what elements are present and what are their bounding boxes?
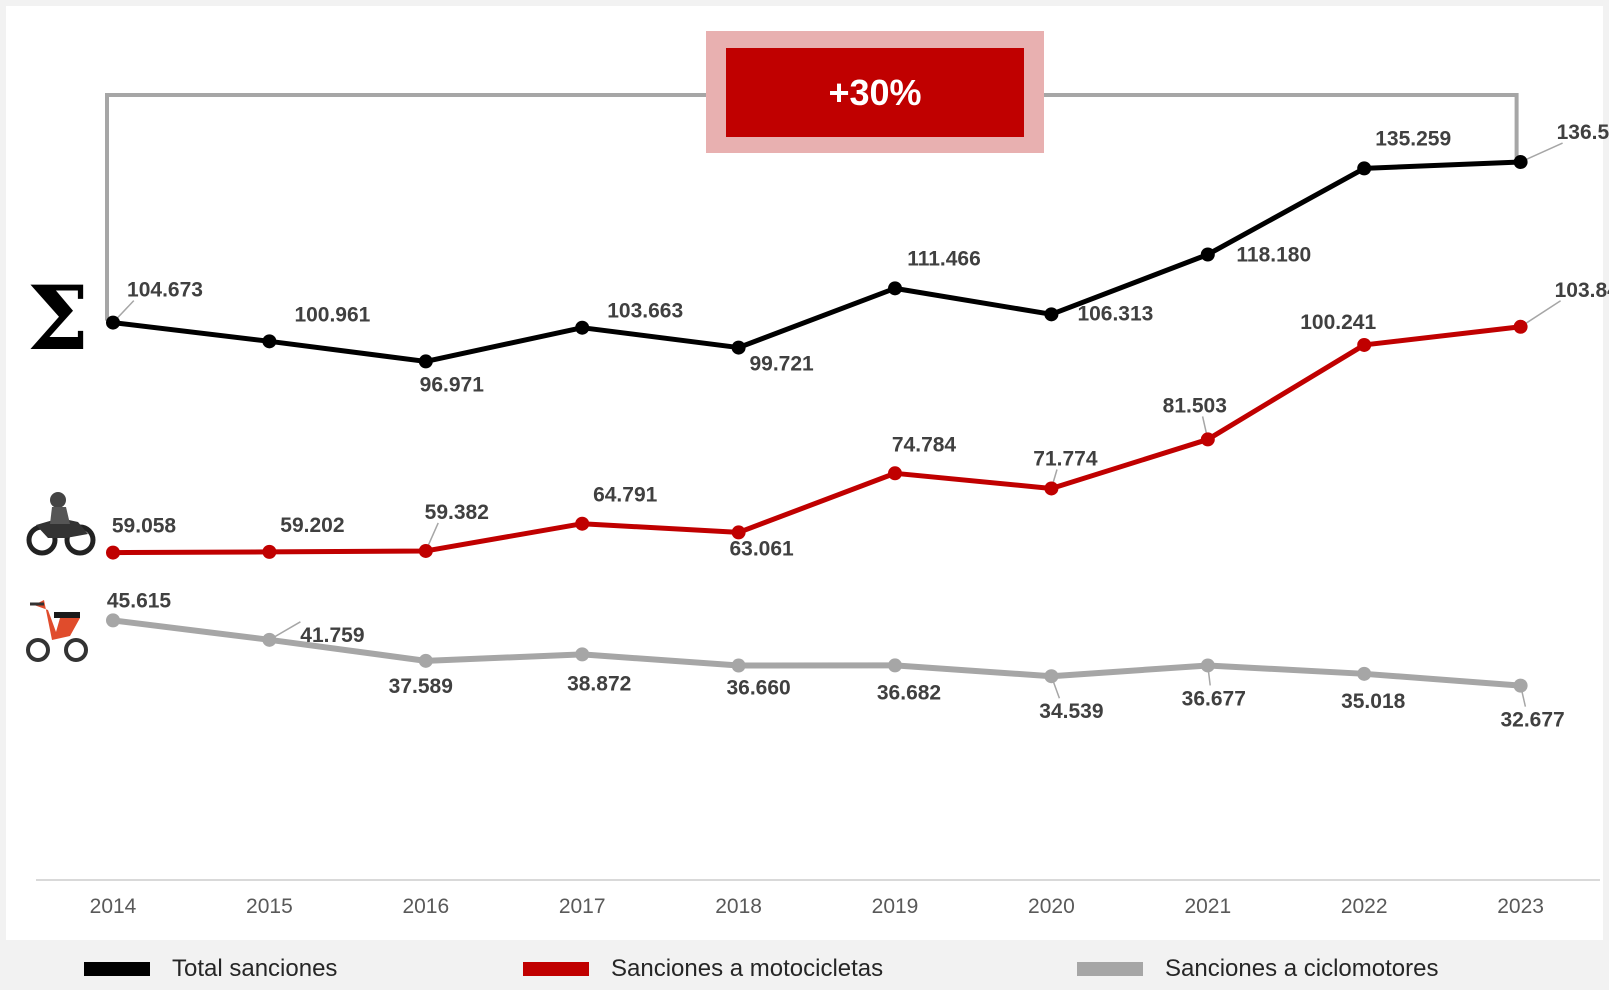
sigma-icon: Σ: [27, 266, 89, 370]
point-mopeds-2015: [262, 632, 277, 647]
data-label-total-2023: 136.519: [1557, 121, 1609, 144]
legend-label-total: Total sanciones: [172, 955, 338, 982]
point-total-2022: [1357, 161, 1372, 176]
point-total-2017: [575, 320, 590, 335]
point-total-2023: [1513, 155, 1528, 170]
point-mopeds-2023: [1513, 678, 1528, 693]
x-tick-label-2016: 2016: [402, 895, 449, 918]
data-label-total-2017: 103.663: [607, 300, 683, 323]
x-tick-label-2017: 2017: [559, 895, 606, 918]
point-mopeds-2022: [1357, 666, 1372, 681]
data-label-motorcycles-2023: 103.842: [1555, 279, 1609, 302]
data-label-total-2021: 118.180: [1236, 243, 1311, 266]
point-motorcycles-2018: [731, 525, 746, 540]
x-tick-label-2023: 2023: [1497, 895, 1544, 918]
data-label-mopeds-2023: 32.677: [1500, 709, 1564, 732]
badge-label: +30%: [828, 72, 921, 113]
point-total-2016: [418, 354, 433, 369]
data-label-motorcycles-2020: 71.774: [1033, 447, 1098, 470]
point-total-2021: [1200, 247, 1215, 262]
data-label-mopeds-2015: 41.759: [300, 624, 364, 647]
data-label-motorcycles-2022: 100.241: [1300, 311, 1376, 334]
point-total-2019: [888, 281, 902, 296]
series-layer: [106, 155, 1528, 693]
data-label-total-2015: 100.961: [294, 303, 370, 326]
point-total-2018: [731, 340, 746, 355]
x-tick-labels: 2014 2015 2016 2017 2018 2019 2020 2021 2022 2023: [90, 895, 1544, 918]
point-mopeds-2017: [575, 647, 590, 662]
point-motorcycles-2020: [1044, 481, 1059, 496]
point-motorcycles-2022: [1357, 337, 1372, 352]
point-total-2014: [106, 315, 120, 330]
data-label-mopeds-2022: 35.018: [1341, 690, 1406, 713]
point-mopeds-2020: [1044, 669, 1059, 684]
data-label-mopeds-2016: 37.589: [389, 675, 453, 698]
x-tick-label-2019: 2019: [872, 895, 919, 918]
legend-swatch-motorcycles: [523, 962, 589, 976]
legend-item-total: Total sanciones: [84, 955, 337, 983]
x-tick-label-2015: 2015: [246, 895, 293, 918]
point-motorcycles-2014: [106, 545, 120, 560]
data-label-total-2020: 106.313: [1077, 302, 1153, 325]
data-label-motorcycles-2021: 81.503: [1163, 394, 1227, 417]
legend-item-mopeds: Sanciones a ciclomotores: [1077, 955, 1438, 983]
data-label-total-2016: 96.971: [420, 373, 485, 396]
point-mopeds-2018: [731, 658, 746, 673]
legend-item-motorcycles: Sanciones a motocicletas: [523, 955, 883, 983]
point-motorcycles-2021: [1200, 432, 1215, 447]
point-mopeds-2014: [106, 613, 120, 628]
point-mopeds-2016: [418, 653, 433, 668]
badge-box: [726, 48, 1024, 137]
x-tick-label-2020: 2020: [1028, 895, 1075, 918]
point-motorcycles-2015: [262, 544, 277, 559]
point-total-2020: [1044, 307, 1059, 322]
data-label-mopeds-2014: 45.615: [107, 589, 172, 612]
x-tick-label-2021: 2021: [1184, 895, 1231, 918]
data-label-total-2022: 135.259: [1375, 127, 1451, 150]
series-line-motorcycles: [112, 324, 1521, 556]
x-tick-label-2014: 2014: [90, 895, 137, 918]
point-motorcycles-2023: [1513, 319, 1528, 334]
point-total-2015: [262, 334, 277, 349]
data-label-mopeds-2018: 36.660: [726, 677, 790, 700]
series-line-mopeds: [112, 617, 1521, 689]
point-mopeds-2021: [1200, 658, 1215, 673]
point-motorcycles-2017: [575, 516, 590, 531]
series-line-total: [112, 159, 1521, 364]
data-label-motorcycles-2016: 59.382: [425, 501, 489, 524]
data-label-mopeds-2019: 36.682: [877, 681, 941, 704]
point-mopeds-2019: [888, 658, 902, 673]
data-label-motorcycles-2018: 63.061: [729, 537, 794, 560]
data-labels: 104.673 100.961 96.971 103.663 99.721 111.466…: [107, 121, 1609, 732]
x-tick-label-2022: 2022: [1341, 895, 1388, 918]
data-label-motorcycles-2014: 59.058: [112, 515, 177, 538]
plot-area: [6, 6, 1603, 940]
point-motorcycles-2019: [888, 466, 902, 481]
data-label-motorcycles-2019: 74.784: [892, 433, 957, 456]
leader-line-motorcycles-2023: [1520, 300, 1562, 328]
point-motorcycles-2016: [418, 543, 433, 558]
data-label-total-2019: 111.466: [907, 247, 981, 270]
data-label-mopeds-2021: 36.677: [1182, 687, 1246, 710]
data-label-motorcycles-2017: 64.791: [593, 484, 658, 507]
data-label-mopeds-2017: 38.872: [567, 672, 631, 695]
leader-line-total-2023: [1520, 142, 1563, 163]
data-label-total-2018: 99.721: [749, 353, 814, 376]
legend-label-motorcycles: Sanciones a motocicletas: [611, 955, 884, 982]
growth-badge: +30%: [706, 31, 1044, 153]
data-label-mopeds-2020: 34.539: [1039, 700, 1103, 723]
moped-icon: [26, 600, 88, 662]
data-label-motorcycles-2015: 59.202: [280, 514, 344, 537]
data-label-total-2014: 104.673: [127, 279, 203, 302]
x-tick-label-2018: 2018: [715, 895, 762, 918]
motorcycle-icon: [26, 492, 96, 556]
legend-swatch-total: [84, 962, 150, 976]
legend-label-mopeds: Sanciones a ciclomotores: [1165, 955, 1439, 982]
legend-swatch-mopeds: [1077, 962, 1143, 976]
